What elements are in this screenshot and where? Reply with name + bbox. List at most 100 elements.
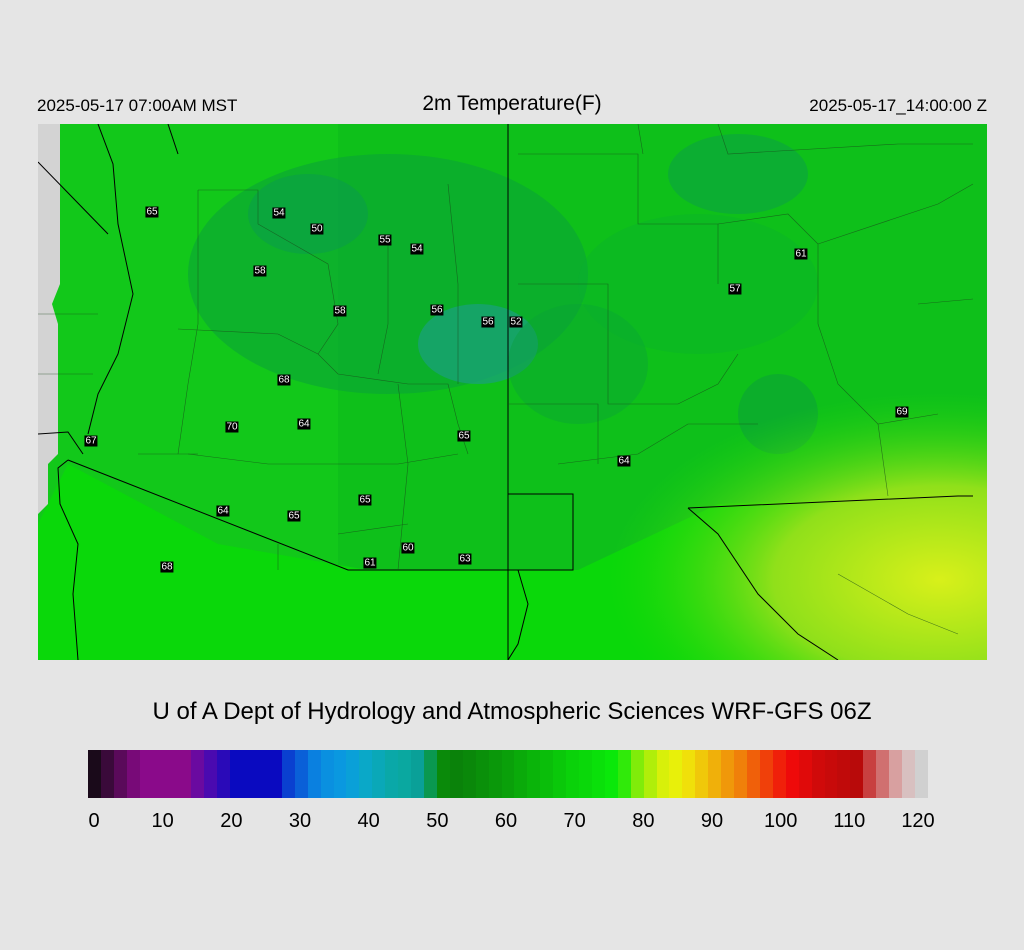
station-temp-label: 67 [84, 435, 98, 447]
station-temp-label: 63 [458, 553, 472, 565]
station-temp-label: 57 [728, 283, 742, 295]
color-swatch [294, 750, 308, 798]
station-temp-label: 64 [297, 418, 311, 430]
color-swatch [320, 750, 334, 798]
station-temp-label: 65 [457, 430, 471, 442]
station-temp-label: 70 [225, 421, 239, 433]
color-swatch [475, 750, 489, 798]
temperature-map: 65 54 50 55 54 58 58 56 56 52 61 57 68 70 64 65 67 69 64 64… [38, 124, 987, 660]
color-scale-bar [88, 750, 928, 798]
color-swatch [695, 750, 709, 798]
station-temp-label: 61 [794, 248, 808, 260]
color-swatch [398, 750, 412, 798]
station-temp-label: 55 [378, 234, 392, 246]
color-scale-tick-label: 60 [494, 810, 518, 832]
station-temp-label: 65 [358, 494, 372, 506]
color-swatch [811, 750, 825, 798]
color-swatch [553, 750, 567, 798]
color-swatch [152, 750, 166, 798]
station-temp-label: 64 [617, 455, 631, 467]
color-swatch [747, 750, 760, 798]
map-title: 2m Temperature(F) [422, 92, 602, 115]
color-swatch [579, 750, 592, 798]
color-scale-tick-label: 120 [901, 810, 935, 832]
color-swatch [863, 750, 877, 798]
credit-text: U of A Dept of Hydrology and Atmospheric… [152, 698, 872, 725]
color-swatch [346, 750, 360, 798]
color-swatch [230, 750, 244, 798]
color-swatch [682, 750, 696, 798]
color-swatch [268, 750, 282, 798]
color-scale-tick-label: 0 [88, 810, 100, 832]
color-scale-tick-label: 70 [563, 810, 586, 832]
color-swatch [617, 750, 631, 798]
color-swatch [915, 750, 928, 798]
color-swatch [591, 750, 605, 798]
station-temp-label: 68 [160, 561, 174, 573]
color-swatch [734, 750, 748, 798]
color-swatch [501, 750, 515, 798]
color-scale-tick-label: 20 [220, 810, 243, 832]
color-swatch [385, 750, 399, 798]
station-temp-label: 65 [145, 206, 159, 218]
color-swatch [243, 750, 256, 798]
color-swatch [785, 750, 799, 798]
station-temp-label: 54 [410, 243, 424, 255]
color-swatch [333, 750, 347, 798]
color-swatch [255, 750, 269, 798]
station-temp-label: 58 [333, 305, 347, 317]
station-temp-label: 56 [430, 304, 444, 316]
valid-time-label: 2025-05-17_14:00:00 Z [809, 96, 987, 115]
station-temp-label: 65 [287, 510, 301, 522]
station-temp-label: 52 [509, 316, 523, 328]
color-swatch [204, 750, 218, 798]
color-swatch [88, 750, 101, 798]
color-scale-tick-label: 80 [632, 810, 655, 832]
color-swatch [527, 750, 541, 798]
color-swatch [307, 750, 321, 798]
color-scale-tick-label: 30 [288, 810, 312, 832]
color-swatch [488, 750, 502, 798]
color-swatch [798, 750, 812, 798]
color-swatch [191, 750, 205, 798]
color-swatch [165, 750, 179, 798]
color-swatch [837, 750, 851, 798]
color-swatch [708, 750, 722, 798]
color-scale-tick-label: 50 [426, 810, 449, 832]
color-swatch [889, 750, 903, 798]
color-swatch [139, 750, 153, 798]
color-swatch [876, 750, 890, 798]
color-swatch [462, 750, 476, 798]
color-swatch [630, 750, 644, 798]
station-temp-label: 56 [481, 316, 495, 328]
color-swatch [850, 750, 864, 798]
color-swatch [759, 750, 773, 798]
map-field [38, 124, 987, 660]
color-swatch [436, 750, 450, 798]
station-temp-label: 60 [401, 542, 415, 554]
color-swatch [643, 750, 657, 798]
station-temp-label: 61 [363, 557, 377, 569]
color-swatch [359, 750, 373, 798]
station-temp-label: 64 [216, 505, 230, 517]
color-swatch [411, 750, 424, 798]
station-temp-label: 58 [253, 265, 267, 277]
color-scale-tick-label: 90 [700, 810, 724, 832]
color-scale-tick-label: 110 [833, 810, 866, 832]
station-temp-label: 68 [277, 374, 291, 386]
color-swatch [423, 750, 437, 798]
station-temp-label: 54 [272, 207, 286, 219]
color-scale-tick-label: 100 [763, 810, 798, 832]
color-swatch [178, 750, 192, 798]
color-scale-tick-label: 40 [357, 810, 380, 832]
local-time-label: 2025-05-17 07:00AM MST [37, 96, 238, 115]
color-swatch [566, 750, 580, 798]
color-swatch [669, 750, 683, 798]
color-swatch [217, 750, 231, 798]
color-swatch [372, 750, 386, 798]
station-temp-label: 69 [895, 406, 909, 418]
color-swatch [824, 750, 838, 798]
color-swatch [281, 750, 295, 798]
color-swatch [514, 750, 528, 798]
station-temp-label: 50 [310, 223, 324, 235]
